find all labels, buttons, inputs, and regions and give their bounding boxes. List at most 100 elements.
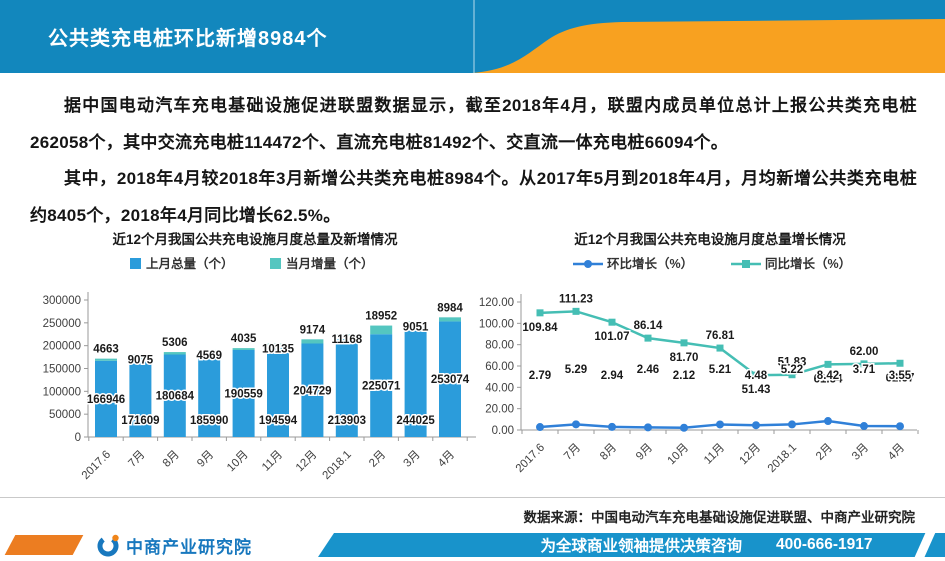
svg-text:0: 0 — [75, 432, 81, 444]
svg-text:250000: 250000 — [43, 318, 81, 330]
bar-total — [404, 325, 427, 437]
svg-text:2017.6: 2017.6 — [80, 449, 113, 482]
bar-total — [232, 349, 255, 437]
svg-text:上月总量（个）: 上月总量（个） — [146, 256, 234, 271]
svg-text:8月: 8月 — [598, 442, 619, 463]
data-source-note: 数据来源：中国电动汽车充电基础设施促进联盟、中商产业研究院 — [523, 510, 916, 525]
svg-text:8984: 8984 — [437, 302, 463, 314]
bar-total — [335, 339, 358, 437]
svg-text:171609: 171609 — [121, 415, 159, 427]
svg-text:9月: 9月 — [195, 449, 216, 470]
svg-text:80.00: 80.00 — [485, 340, 514, 352]
bar-increment — [129, 354, 152, 359]
svg-text:86.14: 86.14 — [634, 320, 663, 332]
svg-text:109.84: 109.84 — [522, 322, 558, 334]
svg-text:100000: 100000 — [43, 386, 81, 398]
footer-bar: 中商产业研究院 为全球商业领袖提供决策咨询 400-666-1917 — [0, 533, 945, 557]
svg-text:76.81: 76.81 — [706, 330, 735, 342]
svg-text:100.00: 100.00 — [479, 318, 514, 330]
svg-text:166946: 166946 — [87, 394, 125, 406]
svg-text:3月: 3月 — [402, 449, 423, 470]
header-banner: 公共类充电桩环比新增8984个 — [0, 0, 945, 73]
bar-total — [267, 348, 289, 437]
footer-notch — [913, 533, 936, 557]
brand-name: 中商产业研究院 — [126, 537, 252, 557]
bar-legend: 上月总量（个） 当月增量（个） — [130, 256, 374, 271]
footer-slogan-bar: 为全球商业领袖提供决策咨询 400-666-1917 — [318, 533, 945, 557]
bar-chart-container: 近12个月我国公共充电设施月度总量及新增情况 上月总量（个） 当月增量（个） 0 500… — [30, 228, 480, 495]
svg-text:2017.6: 2017.6 — [514, 442, 547, 475]
svg-text:9月: 9月 — [634, 442, 655, 463]
svg-text:10月: 10月 — [665, 442, 691, 468]
svg-text:62.00: 62.00 — [850, 346, 879, 358]
svg-text:3月: 3月 — [850, 442, 871, 463]
bar-increment — [163, 352, 186, 355]
brand-logo-icon — [97, 534, 119, 557]
bar-increment — [95, 358, 117, 361]
brand-logo: 中商产业研究院 — [96, 533, 252, 557]
svg-text:3.55: 3.55 — [889, 370, 912, 382]
footer-divider — [0, 497, 945, 498]
svg-text:10135: 10135 — [262, 344, 295, 356]
svg-text:7月: 7月 — [126, 449, 147, 470]
svg-text:2.94: 2.94 — [601, 370, 624, 382]
svg-text:0.00: 0.00 — [492, 425, 514, 437]
svg-text:同比增长（%）: 同比增长（%） — [765, 256, 851, 271]
svg-text:60.00: 60.00 — [485, 361, 514, 373]
svg-text:50000: 50000 — [49, 409, 81, 421]
bar-increment — [301, 339, 324, 344]
svg-text:12月: 12月 — [737, 442, 763, 468]
svg-text:4月: 4月 — [436, 449, 457, 470]
line-chart-container: 近12个月我国公共充电设施月度总量增长情况 环比增长（%） 同比增长（%） 0.00 2… — [478, 228, 942, 495]
footer-slogan: 为全球商业领袖提供决策咨询 — [540, 538, 742, 555]
bar-total — [198, 352, 221, 437]
svg-text:120.00: 120.00 — [479, 297, 514, 309]
svg-text:200000: 200000 — [43, 341, 81, 353]
bar-increment — [335, 334, 358, 340]
bar-total — [301, 343, 324, 437]
svg-text:8月: 8月 — [161, 449, 182, 470]
svg-text:62.57: 62.57 — [886, 372, 915, 384]
svg-text:4.48: 4.48 — [745, 370, 768, 382]
bar-increment — [370, 325, 393, 335]
svg-text:2018.1: 2018.1 — [321, 449, 354, 482]
svg-text:8.42: 8.42 — [817, 370, 839, 382]
svg-text:11168: 11168 — [331, 334, 362, 346]
bar-increment — [267, 343, 289, 349]
svg-text:当月增量（个）: 当月增量（个） — [286, 256, 374, 271]
svg-text:20.00: 20.00 — [485, 404, 514, 416]
bar-increment — [404, 321, 427, 326]
bar-total — [129, 358, 152, 437]
svg-text:5306: 5306 — [162, 337, 188, 349]
svg-text:5.22: 5.22 — [781, 364, 803, 376]
svg-text:180684: 180684 — [156, 391, 195, 403]
svg-text:9174: 9174 — [300, 324, 326, 336]
svg-text:9051: 9051 — [403, 321, 429, 333]
bar-increment — [439, 317, 461, 322]
svg-text:40.00: 40.00 — [485, 382, 514, 394]
svg-text:7月: 7月 — [562, 442, 583, 463]
line-legend: 环比增长（%） 同比增长（%） — [573, 256, 851, 271]
bar-series — [95, 317, 461, 437]
svg-text:51.83: 51.83 — [778, 357, 807, 369]
svg-text:111.23: 111.23 — [559, 293, 593, 305]
svg-text:2.12: 2.12 — [673, 370, 695, 382]
svg-text:204729: 204729 — [293, 385, 331, 397]
svg-text:51.43: 51.43 — [742, 384, 771, 396]
line-series-yoy: 109.84 111.23 101.07 86.14 81.70 76.81 51.43 51… — [521, 292, 916, 398]
svg-text:2.79: 2.79 — [529, 370, 551, 382]
svg-text:11月: 11月 — [702, 442, 727, 467]
svg-text:2月: 2月 — [367, 449, 388, 470]
svg-text:225071: 225071 — [362, 381, 401, 393]
svg-text:101.07: 101.07 — [594, 331, 629, 343]
paragraph-1: 据中国电动汽车充电基础设施促进联盟数据显示，截至2018年4月，联盟内成员单位总… — [30, 96, 917, 152]
svg-text:10月: 10月 — [225, 449, 251, 475]
banner-wave-shape — [472, 19, 945, 73]
svg-text:244025: 244025 — [396, 415, 435, 427]
page-title: 公共类充电桩环比新增8984个 — [48, 28, 328, 50]
bar-increment — [198, 349, 221, 353]
svg-text:2月: 2月 — [814, 442, 835, 463]
